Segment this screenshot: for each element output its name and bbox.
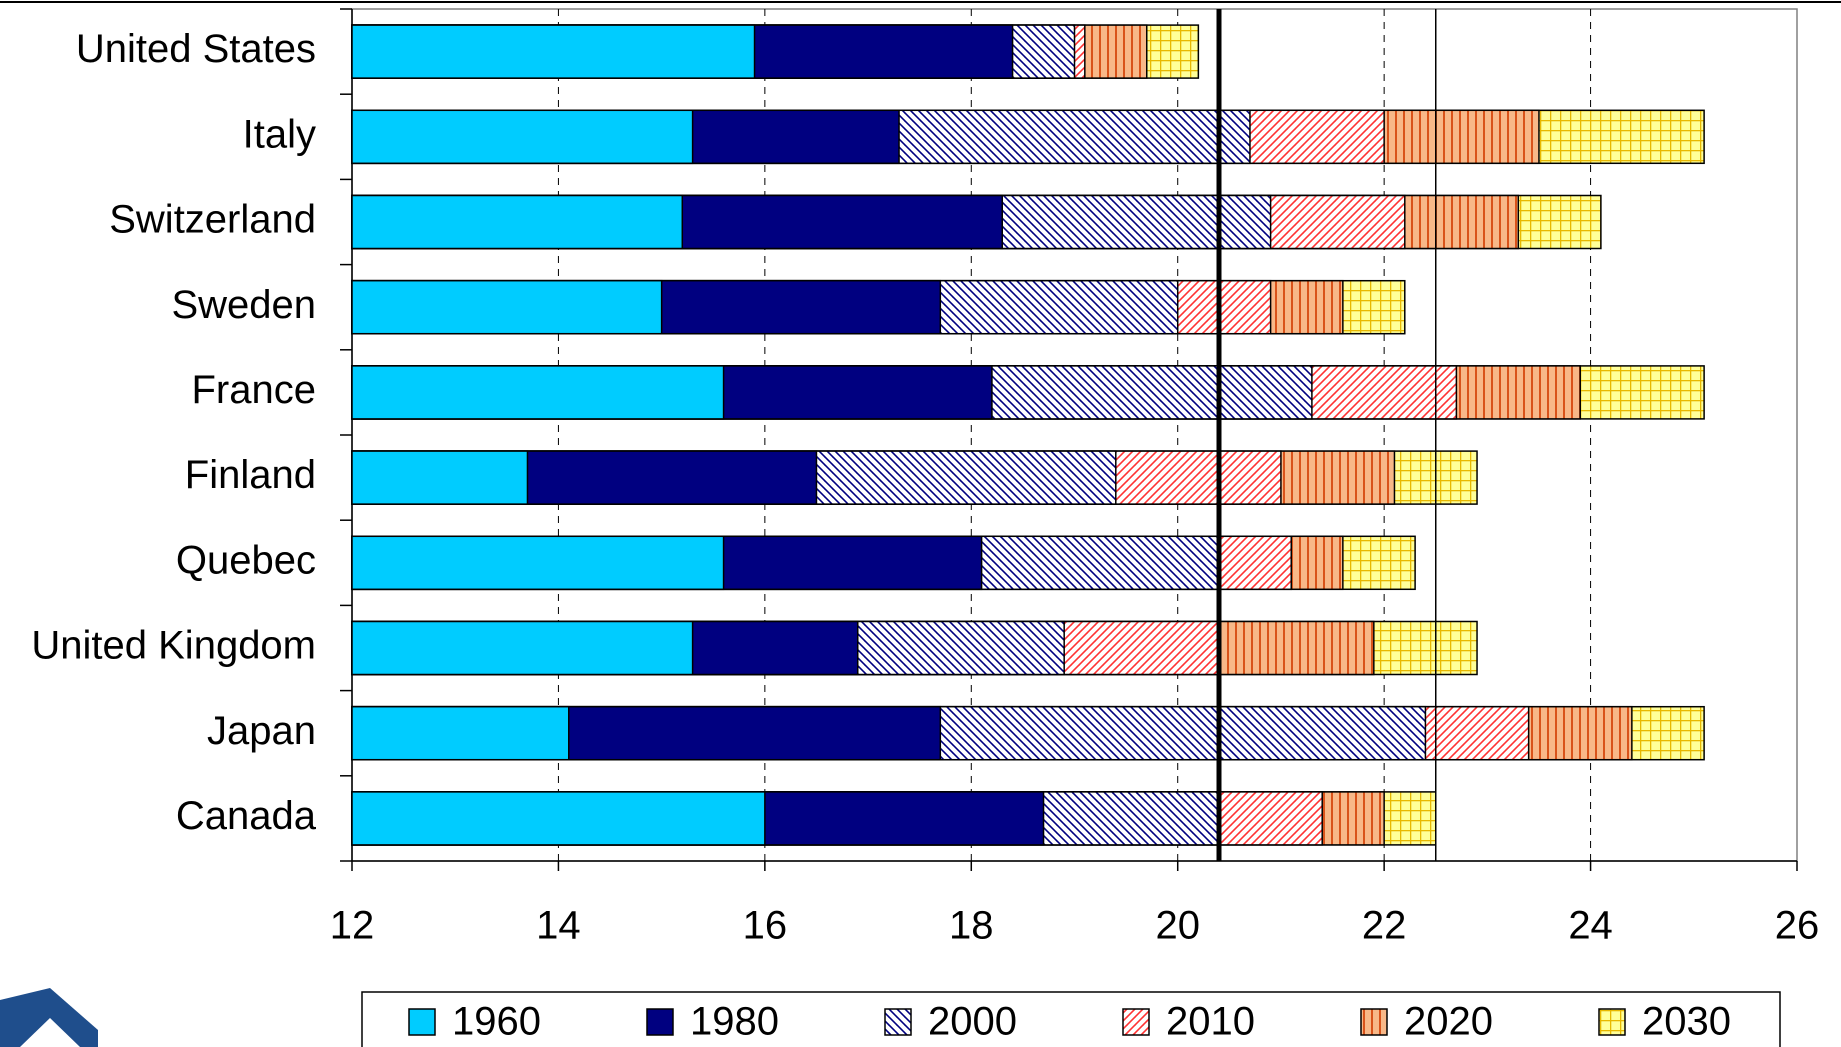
bar bbox=[351, 450, 529, 505]
legend-label: 1980 bbox=[690, 1000, 779, 1044]
legend-box bbox=[361, 991, 1781, 1047]
y-tick-label: Sweden bbox=[171, 283, 316, 327]
bar bbox=[351, 365, 725, 420]
bar bbox=[351, 24, 756, 79]
bar bbox=[351, 791, 766, 846]
y-tick-label: Italy bbox=[243, 112, 316, 156]
bar bbox=[351, 705, 570, 761]
bar bbox=[351, 194, 684, 250]
bar bbox=[351, 109, 694, 165]
x-tick-label: 16 bbox=[743, 904, 788, 948]
logo bbox=[0, 988, 98, 1047]
x-tick-label: 18 bbox=[949, 904, 994, 948]
legend-label: 2020 bbox=[1404, 1000, 1493, 1044]
y-tick-label: Quebec bbox=[176, 538, 316, 582]
y-tick-label: France bbox=[192, 368, 317, 412]
x-tick-label: 22 bbox=[1362, 904, 1407, 948]
legend-swatch bbox=[646, 1008, 674, 1036]
bar bbox=[351, 620, 694, 676]
legend-label: 2030 bbox=[1642, 1000, 1731, 1044]
y-tick-label: Canada bbox=[176, 794, 317, 838]
x-tick-label: 12 bbox=[330, 904, 375, 948]
legend-swatch bbox=[1598, 1008, 1626, 1036]
legend-label: 1960 bbox=[452, 1000, 541, 1044]
legend-swatch bbox=[884, 1008, 912, 1036]
x-tick-label: 26 bbox=[1775, 904, 1820, 948]
y-tick-label: Switzerland bbox=[109, 198, 316, 242]
x-tick-label: 24 bbox=[1568, 904, 1613, 948]
legend-swatch bbox=[1122, 1008, 1150, 1036]
x-tick-label: 14 bbox=[536, 904, 581, 948]
y-tick-label: Japan bbox=[207, 709, 316, 753]
legend-swatch bbox=[408, 1008, 436, 1036]
legend-label: 2000 bbox=[928, 1000, 1017, 1044]
y-tick-label: United States bbox=[76, 27, 316, 71]
bar bbox=[351, 535, 725, 591]
legend-swatch bbox=[1360, 1008, 1388, 1036]
y-tick-label: United Kingdom bbox=[31, 624, 316, 668]
y-tick-label: Finland bbox=[185, 453, 316, 497]
bar bbox=[351, 279, 663, 335]
x-tick-label: 20 bbox=[1155, 904, 1200, 948]
legend-label: 2010 bbox=[1166, 1000, 1255, 1044]
